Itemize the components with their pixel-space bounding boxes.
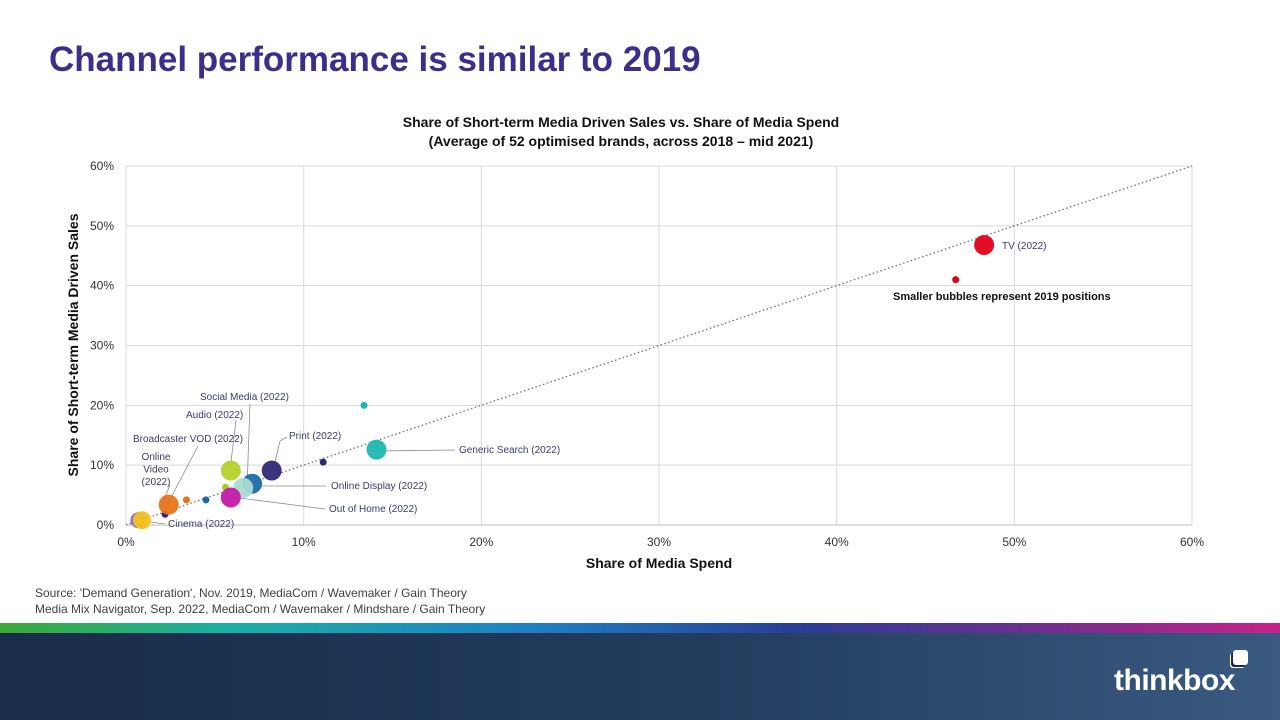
label-cinema: Cinema (2022)	[168, 519, 234, 530]
label-broadcaster-vod: Broadcaster VOD (2022)	[133, 434, 243, 445]
label-generic-search: Generic Search (2022)	[459, 445, 560, 456]
y-tick-labels: 0% 10% 20% 30% 40% 50% 60%	[90, 159, 114, 532]
point-2022-tv	[974, 234, 995, 255]
label-audio: Audio (2022)	[186, 410, 243, 421]
label-online-video: Online Video (2022)	[142, 452, 171, 488]
y-axis-label: Share of Short-term Media Driven Sales	[65, 213, 81, 476]
point-labels: TV (2022) Generic Search (2022) Print (202…	[133, 241, 1046, 530]
x-tick-label: 40%	[825, 535, 849, 549]
label-tv: TV (2022)	[1002, 241, 1046, 252]
x-tick-label: 10%	[292, 535, 316, 549]
chart-annotation: Smaller bubbles represent 2019 positions	[893, 291, 1111, 303]
footer-band: thinkbox	[0, 633, 1280, 720]
point-2019-generic-search	[360, 401, 368, 409]
point-2022-print	[261, 460, 282, 481]
thinkbox-logo: thinkbox	[1114, 650, 1248, 698]
points-2022	[130, 234, 995, 530]
point-2019-tv	[952, 276, 960, 284]
brand-gradient-bar	[0, 623, 1280, 633]
point-2019-online-video	[182, 496, 190, 504]
leader-out-of-home	[231, 496, 326, 510]
point-2022-audio	[220, 460, 241, 481]
leader-generic-search	[375, 449, 456, 452]
x-tick-label: 50%	[1002, 535, 1026, 549]
grid-lines	[125, 165, 1193, 526]
y-tick-label: 10%	[90, 458, 114, 472]
leader-print	[272, 436, 288, 471]
reference-line	[125, 165, 1193, 526]
x-tick-label: 0%	[117, 535, 135, 549]
x-tick-labels: 0% 10% 20% 30% 40% 50% 60%	[117, 535, 1204, 549]
leader-social-media	[246, 403, 251, 489]
logo-square-icon	[1233, 650, 1248, 665]
point-2022-online-video	[158, 494, 179, 515]
label-print: Print (2022)	[289, 431, 341, 442]
point-2019-online-display	[202, 496, 210, 504]
y-tick-label: 20%	[90, 398, 114, 412]
y-tick-label: 40%	[90, 279, 114, 293]
y-tick-label: 0%	[97, 518, 115, 532]
x-tick-label: 30%	[647, 535, 671, 549]
point-2022-generic-search	[366, 439, 387, 460]
chart-title: Share of Short-term Media Driven Sales v…	[403, 114, 839, 130]
y-tick-label: 30%	[90, 339, 114, 353]
label-out-of-home: Out of Home (2022)	[329, 504, 417, 515]
point-2022-cinema	[132, 511, 151, 530]
label-online-display: Online Display (2022)	[331, 481, 427, 492]
scatter-chart: Share of Short-term Media Driven Sales v…	[65, 114, 1204, 571]
source-line-2: Media Mix Navigator, Sep. 2022, MediaCom…	[35, 602, 486, 616]
source-line-1: Source: 'Demand Generation', Nov. 2019, …	[35, 586, 467, 600]
logo-text: thinkbox	[1114, 664, 1236, 697]
parity-reference-line	[125, 165, 1193, 526]
label-social-media: Social Media (2022)	[200, 392, 289, 403]
slide-title: Channel performance is similar to 2019	[49, 40, 701, 79]
x-tick-label: 60%	[1180, 535, 1204, 549]
y-tick-label: 60%	[90, 159, 114, 173]
point-2022-out-of-home	[220, 487, 241, 508]
chart-subtitle: (Average of 52 optimised brands, across …	[429, 133, 814, 149]
point-2019-print	[319, 458, 327, 466]
x-tick-label: 20%	[469, 535, 493, 549]
x-axis-label: Share of Media Spend	[586, 555, 732, 571]
y-tick-label: 50%	[90, 219, 114, 233]
source-note: Source: 'Demand Generation', Nov. 2019, …	[35, 585, 485, 617]
